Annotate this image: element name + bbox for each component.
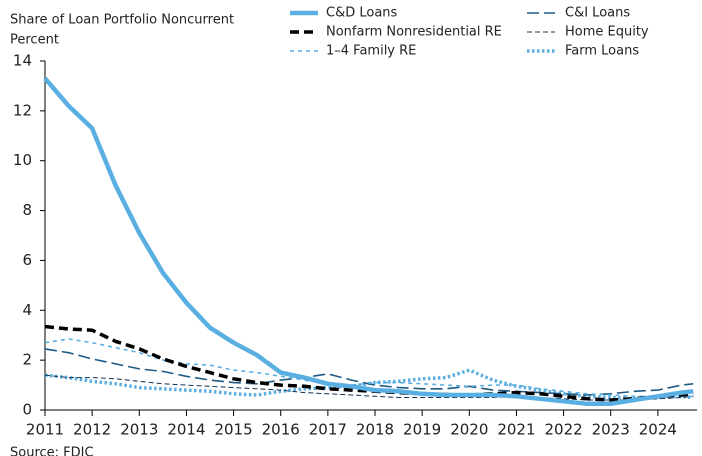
x-tick-label: 2018 <box>356 421 394 439</box>
y-tick-label: 2 <box>22 351 32 369</box>
x-tick-label: 2023 <box>592 421 630 439</box>
y-tick-label: 4 <box>22 301 32 319</box>
legend-label: C&I Loans <box>565 6 630 21</box>
y-tick-label: 12 <box>13 101 32 119</box>
x-tick-label: 2021 <box>497 421 535 439</box>
legend-label: Nonfarm Nonresidential RE <box>326 25 502 40</box>
series-line <box>44 368 694 401</box>
legend-label: 1–4 Family RE <box>326 44 416 59</box>
x-tick-label: 2015 <box>214 421 252 439</box>
x-tick-label: 2016 <box>262 421 300 439</box>
x-tick-label: 2022 <box>544 421 582 439</box>
series-line <box>44 374 694 401</box>
x-tick-label: 2013 <box>120 421 158 439</box>
x-tick-label: 2020 <box>450 421 488 439</box>
y-tick-label: 10 <box>13 151 32 169</box>
x-tick-label: 2014 <box>167 421 205 439</box>
y-tick-label: 6 <box>22 251 32 269</box>
series-line <box>43 76 694 407</box>
x-tick-label: 2019 <box>403 421 441 439</box>
series-line <box>44 348 694 396</box>
y-tick-label: 14 <box>13 52 32 70</box>
series-line <box>44 338 694 398</box>
x-tick-label: 2024 <box>639 421 677 439</box>
legend-label: Home Equity <box>565 25 649 40</box>
chart-title: Share of Loan Portfolio Noncurrent <box>10 13 234 28</box>
x-tick-label: 2011 <box>26 421 64 439</box>
legend-label: Farm Loans <box>565 44 639 59</box>
legend-label: C&D Loans <box>326 6 398 21</box>
y-tick-label: 8 <box>22 201 32 219</box>
x-tick-label: 2017 <box>309 421 347 439</box>
x-tick-label: 2012 <box>73 421 111 439</box>
source: Source: FDIC <box>10 446 94 456</box>
y-tick-label: 0 <box>22 401 32 419</box>
y-axis-label: Percent <box>10 33 59 48</box>
